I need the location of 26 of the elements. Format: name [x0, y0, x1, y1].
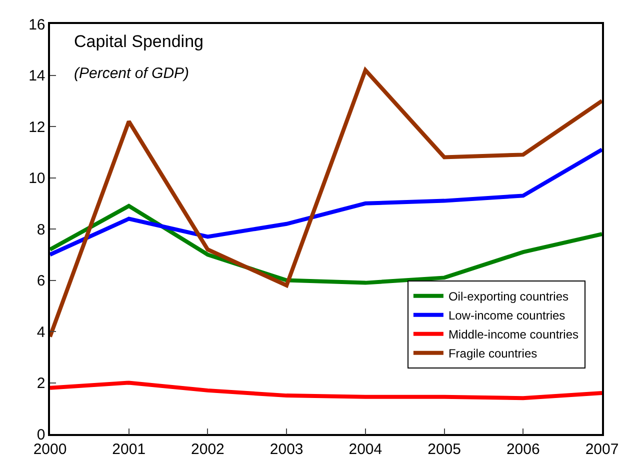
text: Capital Spending: [74, 32, 204, 51]
x-tick-label: 2004: [348, 440, 382, 458]
y-tick-label: 2: [36, 375, 46, 392]
legend-label: Oil-exporting countries: [448, 290, 569, 304]
x-tick-label: 2000: [33, 440, 67, 458]
y-tick-label: 6: [36, 272, 46, 290]
x-tick-label: 2001: [112, 440, 146, 458]
line-series: [50, 204, 602, 285]
y-tick-label: 10: [28, 170, 46, 187]
x-tick-label: 2007: [585, 440, 619, 458]
x-tick-label: 2005: [428, 440, 461, 458]
legend-label: Low-income countries: [448, 308, 566, 323]
legend-label: Fragile countries: [448, 346, 538, 361]
y-tick-label: 0: [36, 426, 46, 444]
x-tick-label: 2006: [506, 440, 540, 458]
line-series: [50, 148, 602, 257]
line-series: [50, 380, 602, 400]
y-tick-label: 4: [36, 324, 46, 341]
x-tick-label: 2003: [270, 440, 304, 458]
legend-label: Middle-income countries: [448, 328, 579, 342]
text: (Percent of GDP): [74, 65, 190, 82]
y-tick-label: 16: [28, 16, 46, 34]
y-tick-label: 8: [36, 221, 46, 238]
y-tick-label: 14: [28, 68, 46, 84]
x-tick-label: 2002: [191, 440, 224, 458]
y-tick-label: 12: [28, 118, 46, 136]
